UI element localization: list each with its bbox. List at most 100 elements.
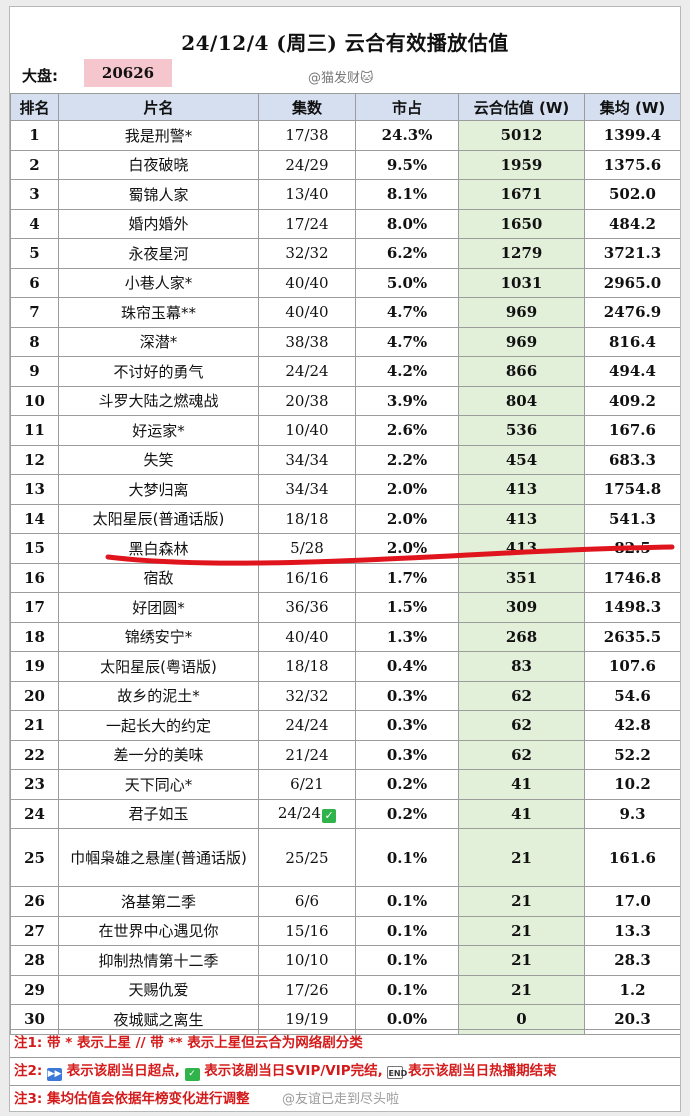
estimate-cell-text: 1671: [500, 185, 543, 204]
estimate-cell: 21: [458, 828, 585, 887]
rank-cell: 21: [10, 710, 59, 741]
rank-cell-text: 24: [24, 804, 45, 823]
fast-forward-icon: ▶▶: [47, 1068, 62, 1081]
avg-cell: 42.8: [584, 710, 680, 741]
episodes-cell: 13/40: [258, 179, 356, 210]
rank-cell: 4: [10, 208, 59, 239]
episodes-cell-text: 24/24: [285, 716, 329, 735]
title-cell: 黑白森林: [58, 533, 259, 564]
avg-cell-text: 2635.5: [603, 627, 662, 646]
episodes-cell: 18/18: [258, 503, 356, 534]
rank-cell-text: 10: [24, 391, 45, 410]
title-cell-text: 一起长大的约定: [105, 716, 211, 735]
rank-cell: 19: [10, 651, 59, 682]
share-cell: 8.1%: [355, 179, 459, 210]
estimate-cell: 351: [458, 562, 585, 593]
avg-cell-text: 28.3: [614, 951, 651, 970]
avg-cell: 107.6: [584, 651, 680, 682]
avg-cell-text: 1498.3: [603, 598, 662, 617]
rank-cell: 13: [10, 474, 59, 505]
episodes-cell: 24/24: [258, 710, 356, 741]
estimate-cell: 1650: [458, 208, 585, 239]
episodes-cell-text: 25/25: [285, 848, 329, 867]
rank-cell-text: 23: [24, 775, 45, 794]
avg-cell: 484.2: [584, 208, 680, 239]
rank-cell-text: 14: [24, 509, 45, 528]
title-cell: 差一分的美味: [58, 739, 259, 770]
avg-cell-text: 17.0: [614, 892, 651, 911]
title-cell: 斗罗大陆之燃魂战: [58, 385, 259, 416]
rank-cell-text: 11: [24, 421, 45, 440]
rank-cell-text: 3: [29, 185, 40, 204]
estimate-cell: 5012: [458, 120, 585, 151]
table-row: 23 天下同心* 6/21 0.2% 41 10.2: [10, 769, 680, 800]
table-row: 1 我是刑警* 17/38 24.3% 5012 1399.4: [10, 120, 680, 151]
title-cell: 我是刑警*: [58, 120, 259, 151]
estimate-cell-text: 309: [505, 598, 538, 617]
estimate-cell-text: 21: [511, 848, 532, 867]
episodes-cell-text: 40/40: [285, 273, 329, 292]
episodes-cell: 36/36: [258, 592, 356, 623]
title-cell: 好运家*: [58, 415, 259, 446]
title-cell: 蜀锦人家: [58, 179, 259, 210]
title-cell-text: 蜀锦人家: [128, 185, 189, 204]
rank-cell: 5: [10, 238, 59, 269]
title-cell-text: 差一分的美味: [113, 746, 204, 765]
estimate-cell-text: 1959: [500, 155, 543, 174]
table-row: 10 斗罗大陆之燃魂战 20/38 3.9% 804 409.2: [10, 385, 680, 416]
episodes-cell-text: 5/28: [290, 539, 324, 558]
rank-cell: 18: [10, 621, 59, 652]
avg-cell: 494.4: [584, 356, 680, 387]
col-header-avg: 集均 (W): [584, 93, 680, 121]
share-cell: 3.9%: [355, 385, 459, 416]
rank-cell: 17: [10, 592, 59, 623]
share-cell-text: 0.1%: [386, 980, 428, 999]
episodes-cell: 21/24: [258, 739, 356, 770]
col-header-estimate: 云合估值 (W): [458, 93, 585, 121]
title-cell-text: 在世界中心遇见你: [98, 922, 219, 941]
rank-cell: 22: [10, 739, 59, 770]
share-cell-text: 5.0%: [386, 273, 428, 292]
avg-cell: 683.3: [584, 444, 680, 475]
avg-cell-text: 484.2: [609, 214, 656, 233]
title-cell-text: 小巷人家*: [124, 274, 193, 293]
estimate-cell-text: 413: [505, 539, 538, 558]
table-row: 17 好团圆* 36/36 1.5% 309 1498.3: [10, 592, 680, 623]
avg-cell: 1375.6: [584, 149, 680, 180]
title-cell: 婚内婚外: [58, 208, 259, 239]
note-1-prefix: 注1:: [14, 1035, 43, 1051]
table-row: 7 珠帘玉幕** 40/40 4.7% 969 2476.9: [10, 297, 680, 328]
avg-cell-text: 1754.8: [603, 480, 662, 499]
avg-cell-text: 1375.6: [603, 155, 662, 174]
estimate-cell-text: 83: [511, 657, 532, 676]
avg-cell-text: 1399.4: [603, 126, 662, 145]
note-1-text: 带 * 表示上星 // 带 ** 表示上星但云合为网络剧分类: [47, 1035, 363, 1051]
avg-cell: 541.3: [584, 503, 680, 534]
estimate-cell: 21: [458, 915, 585, 946]
share-cell-text: 0.4%: [386, 657, 428, 676]
estimate-cell-text: 21: [511, 951, 532, 970]
title-cell: 天下同心*: [58, 769, 259, 800]
rank-cell: 3: [10, 179, 59, 210]
note-3-prefix: 注3:: [14, 1091, 43, 1107]
avg-cell-text: 541.3: [609, 509, 656, 528]
title-cell: 在世界中心遇见你: [58, 915, 259, 946]
episodes-cell: 18/18: [258, 651, 356, 682]
share-cell-text: 2.0%: [386, 509, 428, 528]
share-cell-text: 1.5%: [386, 598, 428, 617]
share-cell: 1.7%: [355, 562, 459, 593]
table-row: 6 小巷人家* 40/40 5.0% 1031 2965.0: [10, 267, 680, 298]
title-cell: 白夜破晓: [58, 149, 259, 180]
episodes-cell-text: 17/26: [285, 980, 329, 999]
share-cell-text: 2.0%: [386, 539, 428, 558]
estimate-cell: 413: [458, 533, 585, 564]
avg-cell-text: 54.6: [614, 686, 651, 705]
table-row: 15 黑白森林 5/28 2.0% 413 82.5: [10, 533, 680, 564]
share-cell: 4.7%: [355, 297, 459, 328]
episodes-cell-text: 34/34: [285, 450, 329, 469]
share-cell: 2.6%: [355, 415, 459, 446]
avg-cell: 54.6: [584, 680, 680, 711]
share-cell: 0.1%: [355, 915, 459, 946]
avg-cell: 2635.5: [584, 621, 680, 652]
title-cell-text: 太阳星辰(粤语版): [100, 657, 217, 676]
